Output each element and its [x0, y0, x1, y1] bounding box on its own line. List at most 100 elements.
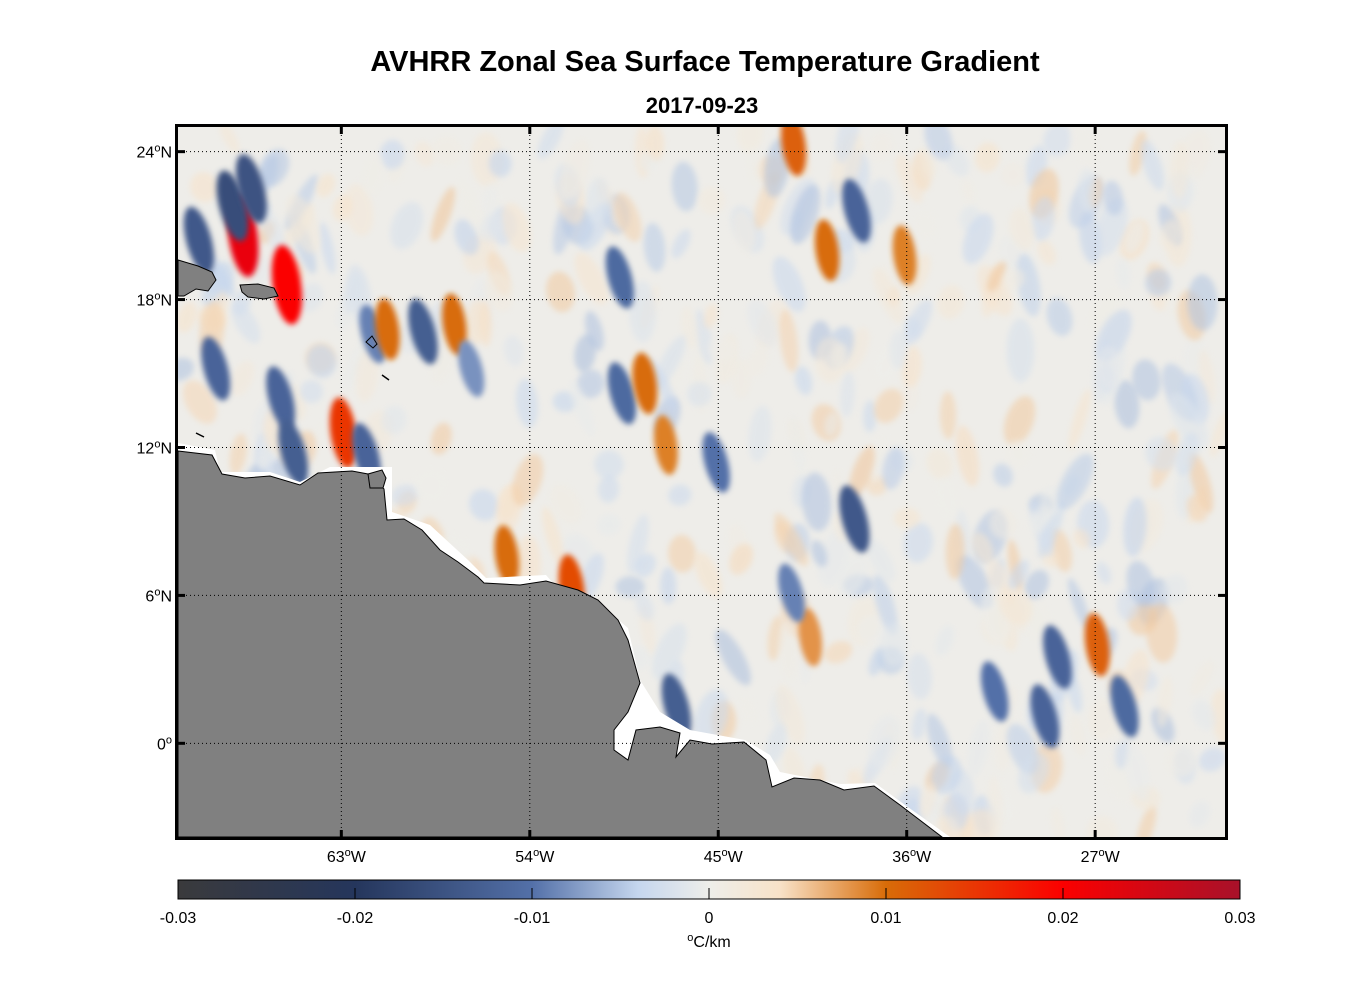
weak-gradient-patch: [615, 576, 645, 598]
lat-tick-label: 18oN: [137, 291, 172, 310]
weak-gradient-patch: [874, 388, 904, 424]
land-layer: [178, 259, 950, 837]
weak-gradient-patch: [747, 299, 778, 347]
colorbar-ticks: -0.03 -0.02 -0.01 0 0.01 0.02 0.03: [160, 888, 1256, 927]
gradient-feature: [442, 293, 467, 355]
weak-gradient-patch: [694, 551, 723, 598]
weak-gradient-patch: [911, 708, 927, 741]
gradient-feature: [375, 298, 400, 360]
weak-gradient-patch: [559, 139, 591, 201]
weak-gradient-patch: [430, 186, 456, 242]
gradient-feature: [1110, 675, 1139, 738]
gradient-feature: [778, 563, 805, 623]
weak-gradient-patch: [746, 346, 769, 378]
weak-gradient-patch: [919, 783, 937, 818]
weak-gradient-patch: [285, 194, 321, 254]
gradient-feature: [266, 366, 296, 431]
weak-gradient-patch: [1006, 318, 1035, 383]
weak-gradient-patch: [694, 689, 729, 746]
weak-gradient-patch: [1132, 359, 1161, 401]
weak-gradient-patch: [840, 371, 855, 418]
weak-gradient-patch: [841, 327, 870, 373]
weak-gradient-patch: [772, 256, 806, 312]
weak-gradient-patch: [319, 222, 336, 275]
weak-gradient-patch: [594, 450, 624, 480]
weak-gradient-patch: [1006, 439, 1031, 468]
weak-gradient-patch: [299, 283, 324, 312]
weak-gradient-patch: [903, 299, 933, 346]
weak-gradient-patch: [1077, 168, 1098, 211]
colorbar-tick-label: 0.01: [870, 910, 901, 927]
weak-gradient-patch: [962, 213, 994, 264]
weak-gradient-patch: [454, 219, 480, 255]
weak-gradient-patch: [867, 715, 901, 769]
weak-gradient-patch: [967, 719, 990, 778]
weak-gradient-patch: [794, 366, 813, 395]
weak-gradient-patch: [1198, 747, 1225, 772]
weak-gradient-patch: [229, 433, 248, 475]
weak-gradient-patch: [866, 538, 896, 582]
small-island-barbados: [381, 374, 390, 381]
weak-gradient-patch: [332, 194, 353, 222]
gradient-feature: [271, 245, 303, 325]
weak-gradient-patch: [993, 463, 1013, 487]
lat-tick-label: 0o: [157, 734, 172, 753]
latitude-labels: 24oN 18oN 12oN 6oN 0o: [137, 143, 172, 754]
lon-tick-label: 45oW: [704, 847, 744, 866]
weak-gradient-patch: [512, 454, 544, 506]
weak-gradient-patch: [988, 508, 1017, 540]
weak-gradient-patch: [647, 357, 678, 412]
weak-gradient-patch: [576, 369, 605, 399]
longitude-labels: 63oW 54oW 45oW 36oW 27oW: [327, 847, 1121, 866]
weak-gradient-patch: [977, 265, 1013, 316]
weak-gradient-patch: [537, 127, 564, 160]
weak-gradient-patch: [868, 132, 894, 162]
lat-tick-label: 24oN: [137, 143, 172, 162]
weak-gradient-patch: [1008, 208, 1035, 251]
weak-gradient-patch: [391, 484, 419, 506]
gradient-feature: [798, 608, 823, 667]
weak-gradient-patch: [431, 135, 463, 167]
weak-gradient-patch: [660, 567, 677, 605]
gradient-feature: [1084, 613, 1110, 677]
weak-gradient-patch: [1145, 436, 1178, 472]
weak-gradient-patch: [190, 172, 219, 203]
weak-gradient-patch: [971, 532, 994, 564]
weak-gradient-patch: [627, 514, 649, 574]
lon-tick-label: 27oW: [1081, 847, 1121, 866]
weak-gradient-patch: [651, 623, 687, 680]
weak-gradient-patch: [1070, 715, 1086, 757]
gradient-feature: [494, 525, 520, 587]
weak-gradient-patch: [1186, 494, 1208, 523]
weak-gradient-patch: [936, 476, 958, 519]
weak-gradient-patch: [835, 127, 861, 163]
weak-gradient-patch: [765, 723, 787, 764]
weak-gradient-patch: [1031, 196, 1055, 241]
weak-gradient-patch: [732, 210, 756, 253]
weak-gradient-patch: [381, 405, 407, 435]
weak-gradient-patch: [836, 554, 868, 598]
weak-gradient-patch: [1191, 699, 1216, 731]
weak-gradient-patch: [1008, 559, 1030, 590]
weak-gradient-patch: [178, 357, 195, 381]
weak-gradient-patch: [736, 127, 764, 153]
weak-gradient-patch: [1156, 676, 1173, 728]
weak-gradient-patch: [974, 142, 1000, 173]
colorbar-tick-label: -0.01: [514, 910, 551, 927]
weak-gradient-patch: [1069, 127, 1102, 168]
gradient-feature: [605, 246, 634, 309]
weak-gradient-patch: [481, 182, 498, 221]
weak-gradient-patch: [414, 141, 435, 167]
weak-gradient-patch: [779, 309, 799, 373]
weak-gradient-patch: [868, 646, 886, 676]
weak-gradient-patch: [1028, 505, 1051, 535]
weak-gradient-patch: [1087, 697, 1119, 742]
weak-gradient-patch: [231, 302, 261, 344]
weak-gradient-patch: [668, 534, 697, 573]
weak-gradient-patch: [933, 815, 960, 837]
weak-gradient-patch: [479, 215, 503, 242]
gradient-feature: [781, 127, 807, 176]
weak-gradient-patch: [598, 475, 620, 503]
lon-tick-label: 36oW: [892, 847, 932, 866]
weak-gradient-patch: [1187, 274, 1218, 331]
